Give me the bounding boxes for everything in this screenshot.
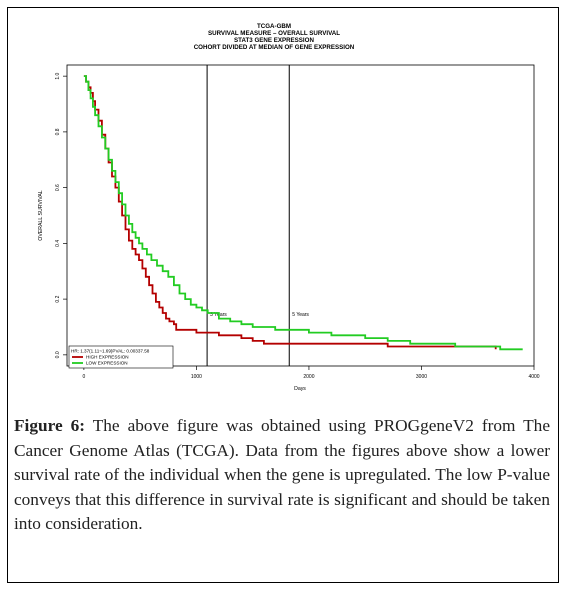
x-tick-label: 3000: [416, 374, 427, 380]
survival-curves: [83, 75, 523, 351]
survival-curve-low-expression: [83, 75, 523, 351]
figure-caption: Figure 6: The above figure was obtained …: [14, 414, 550, 537]
y-tick-label: 0.2: [55, 295, 61, 302]
chart-title-line: SURVIVAL MEASURE – OVERALL SURVIVAL: [208, 30, 340, 37]
x-tick-label: 1000: [191, 374, 202, 380]
x-tick-label: 2000: [303, 374, 314, 380]
y-tick-label: 0.6: [55, 184, 61, 191]
chart-title-line: TCGA-GBM: [257, 23, 291, 30]
year-marker-label: 5 Years: [292, 312, 309, 318]
x-tick-label: 0: [82, 374, 85, 380]
y-axis-label: OVERALL SURVIVAL: [38, 190, 44, 240]
y-tick-label: 0.4: [55, 240, 61, 247]
legend-box: [68, 345, 174, 369]
y-axis: 0.0 0.2 0.4 0.6 0.8 1.0 OVERALL SURVIVAL: [38, 72, 67, 358]
caption-label: Figure 6:: [14, 416, 86, 435]
x-axis: 0 1000 2000 3000 4000 Days: [82, 366, 540, 392]
plot-area: [66, 64, 535, 367]
legend: HR: 1.37(1.11~1.69)PVAL: 0.00337.58HIGH …: [68, 345, 174, 369]
survival-curve-high-expression: [83, 75, 497, 350]
y-tick-label: 0.0: [55, 351, 61, 358]
chart-title-line: COHORT DIVIDED AT MEDIAN OF GENE EXPRESS…: [194, 44, 355, 51]
caption-text: The above figure was obtained using PROG…: [14, 416, 550, 534]
x-tick-label: 4000: [528, 374, 539, 380]
y-tick-label: 1.0: [55, 72, 61, 79]
figure-frame: [7, 7, 559, 583]
chart-title-line: STAT3 GENE EXPRESSION: [234, 37, 314, 44]
legend-entry: LOW EXPRESSION: [86, 361, 128, 366]
y-tick-label: 0.8: [55, 128, 61, 135]
legend-entry: HIGH EXPRESSION: [86, 355, 129, 360]
legend-stat: HR: 1.37(1.11~1.69)PVAL: 0.00337.58: [71, 349, 150, 354]
x-axis-label: Days: [294, 386, 306, 392]
